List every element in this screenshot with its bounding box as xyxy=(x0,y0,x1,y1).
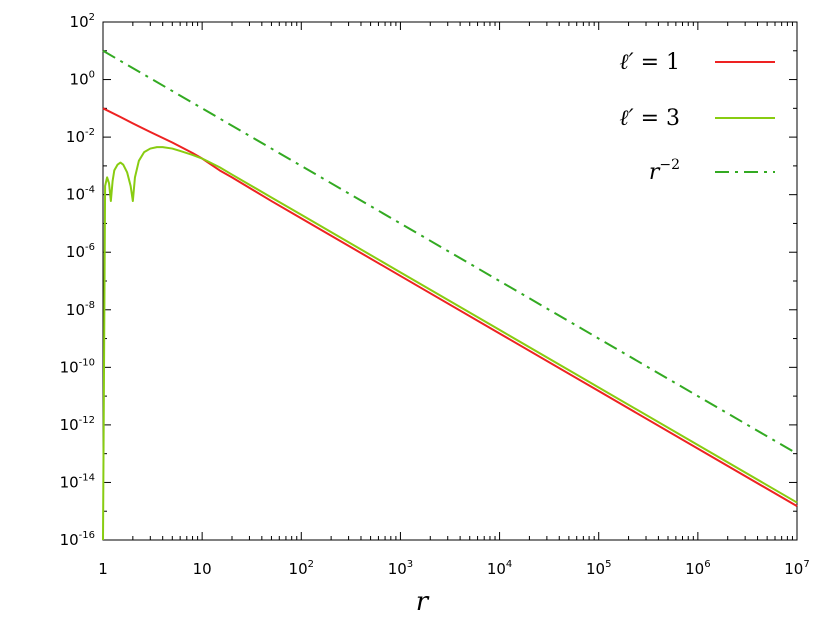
legend-label-2: ℓ′ = 3 xyxy=(619,106,680,131)
y-tick-label: 10-10 xyxy=(60,357,95,376)
y-axis-ticks: 102 100 10-2 10-4 10-6 10-8 10-10 10-12 10-14 10-… xyxy=(60,12,797,549)
y-tick-label: 10-14 xyxy=(60,472,95,491)
series-line-3 xyxy=(102,49,798,455)
y-tick-label: 10-12 xyxy=(60,415,95,434)
y-tick-label: 10-4 xyxy=(66,185,95,204)
series-line-1 xyxy=(102,107,798,508)
legend: ℓ′ = 1 ℓ′ = 3 r−2 xyxy=(619,50,775,185)
y-tick-label: 102 xyxy=(70,12,95,31)
plot-frame xyxy=(102,21,798,541)
x-tick-label: 10 xyxy=(193,560,212,578)
x-tick-label: 104 xyxy=(487,559,512,578)
y-tick-label: 10-6 xyxy=(66,242,95,261)
series-layer xyxy=(102,49,798,541)
legend-label-3: r−2 xyxy=(649,157,680,185)
y-tick-label: 100 xyxy=(70,70,95,89)
x-tick-label: 105 xyxy=(586,559,611,578)
x-axis-title: r xyxy=(416,587,430,617)
x-tick-label: 106 xyxy=(685,559,710,578)
y-tick-label: 10-2 xyxy=(66,127,95,146)
series-line-2 xyxy=(102,146,798,541)
y-tick-label: 10-16 xyxy=(60,530,95,549)
x-tick-label: 102 xyxy=(289,559,314,578)
y-tick-label: 10-8 xyxy=(66,300,95,319)
legend-label-1: ℓ′ = 1 xyxy=(619,50,680,75)
x-tick-label: 107 xyxy=(784,559,809,578)
x-tick-label: 1 xyxy=(98,560,108,578)
x-tick-label: 103 xyxy=(388,559,413,578)
x-axis-ticks: 1 10 102 103 104 105 106 107 xyxy=(98,22,810,578)
